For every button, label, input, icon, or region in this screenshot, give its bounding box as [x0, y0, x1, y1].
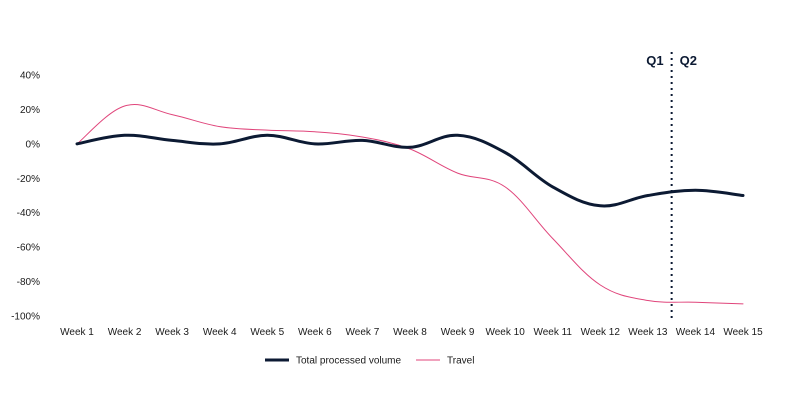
x-tick-label: Week 12 [581, 327, 621, 338]
x-tick-label: Week 6 [298, 327, 332, 338]
series-line-travel [76, 104, 744, 305]
x-tick-label: Week 5 [250, 327, 284, 338]
x-tick-label: Week 4 [203, 327, 237, 338]
y-tick-label: 0% [26, 139, 41, 150]
legend-label-travel: Travel [447, 356, 474, 367]
y-tick-label: -100% [11, 312, 40, 323]
y-tick-label: -40% [17, 208, 40, 219]
x-tick-label: Week 14 [676, 327, 716, 338]
y-tick-label: -80% [17, 277, 40, 288]
x-tick-label: Week 13 [628, 327, 668, 338]
x-tick-label: Week 3 [155, 327, 189, 338]
legend: Total processed volume Travel [265, 356, 474, 367]
x-tick-label: Week 8 [393, 327, 427, 338]
y-tick-label: -20% [17, 174, 40, 185]
x-tick-label: Week 10 [485, 327, 525, 338]
series-line-total-processed-volume [75, 133, 745, 208]
q1-label: Q1 [646, 53, 663, 68]
legend-label-total-processed-volume: Total processed volume [296, 356, 401, 367]
x-tick-label: Week 1 [60, 327, 94, 338]
x-tick-label: Week 11 [533, 327, 572, 338]
x-tick-label: Week 7 [346, 327, 380, 338]
y-tick-label: 20% [20, 105, 40, 116]
y-axis-ticks: 40% 20% 0% -20% -40% -60% -80% -100% [11, 71, 40, 323]
x-tick-label: Week 9 [441, 327, 475, 338]
y-tick-label: -60% [17, 243, 40, 254]
x-axis-ticks: Week 1 Week 2 Week 3 Week 4 Week 5 Week 6 Week… [60, 327, 763, 338]
series-lines [75, 104, 745, 305]
y-tick-label: 40% [20, 71, 40, 82]
q2-label: Q2 [680, 53, 697, 68]
x-tick-label: Week 2 [108, 327, 142, 338]
x-tick-label: Week 15 [723, 327, 763, 338]
